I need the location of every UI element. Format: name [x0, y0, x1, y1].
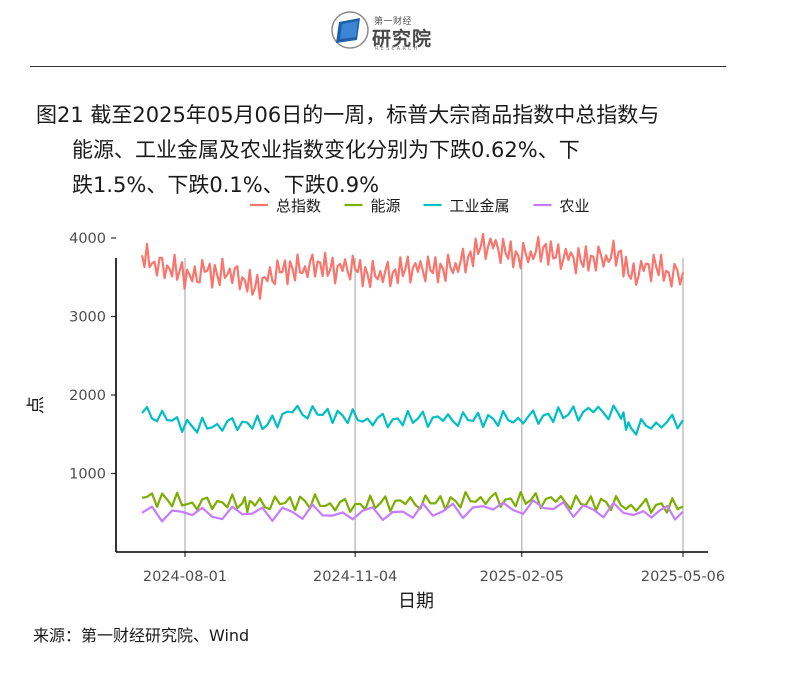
x-tick-label: 2025-02-05 [480, 569, 564, 585]
x-tick-label: 2025-05-06 [641, 569, 725, 585]
chart-title-line3: 跌1.5%、下跌0.1%、下跌0.9% [72, 173, 380, 197]
chart-title: 图21 截至2025年05月06日的一周，标普大宗商品指数中总指数与 能源、工业… [36, 98, 756, 203]
line-chart: 总指数 能源 工业金属 农业 2024-08-01 2024-11-04 2025-02-… [26, 197, 725, 612]
series-line-2 [141, 491, 684, 514]
series-line-3 [141, 404, 684, 436]
chart-title-line1: 图21 截至2025年05月06日的一周，标普大宗商品指数中总指数与 [36, 103, 660, 127]
legend-label: 农业 [560, 197, 590, 215]
source-note: 来源：第一财经研究院、Wind [33, 626, 250, 645]
y-tick-label: 2000 [69, 388, 106, 404]
logo-main-text: 研究院 [372, 28, 433, 50]
logo-emblem-icon [331, 11, 369, 49]
series-line-4 [141, 499, 684, 523]
y-tick-label: 4000 [69, 231, 106, 247]
logo-top-text: 第一财经 [374, 17, 413, 27]
y-tick-label: 1000 [69, 467, 106, 483]
y-axis-title: 点 [26, 396, 47, 414]
chart-series-group [140, 232, 685, 523]
chart-legend: 总指数 能源 工业金属 农业 [250, 197, 590, 215]
legend-label: 总指数 [276, 197, 321, 215]
logo-sub-text: RESEARCH [375, 46, 420, 52]
y-tick-label: 3000 [69, 310, 106, 326]
x-axis-title: 日期 [398, 591, 434, 612]
brand-logo: 第一财经 研究院 RESEARCH [330, 10, 440, 54]
chart-axes: 2024-08-01 2024-11-04 2025-02-05 2025-05-06… [69, 231, 725, 585]
x-tick-label: 2024-11-04 [313, 569, 397, 585]
legend-label: 工业金属 [450, 197, 510, 215]
series-line-1 [140, 232, 685, 300]
legend-label: 能源 [371, 197, 401, 215]
header-divider [30, 66, 726, 67]
chart-grid [184, 258, 684, 552]
chart-title-line2: 能源、工业金属及农业指数变化分别为下跌0.62%、下 [72, 138, 580, 162]
x-tick-label: 2024-08-01 [143, 569, 227, 585]
